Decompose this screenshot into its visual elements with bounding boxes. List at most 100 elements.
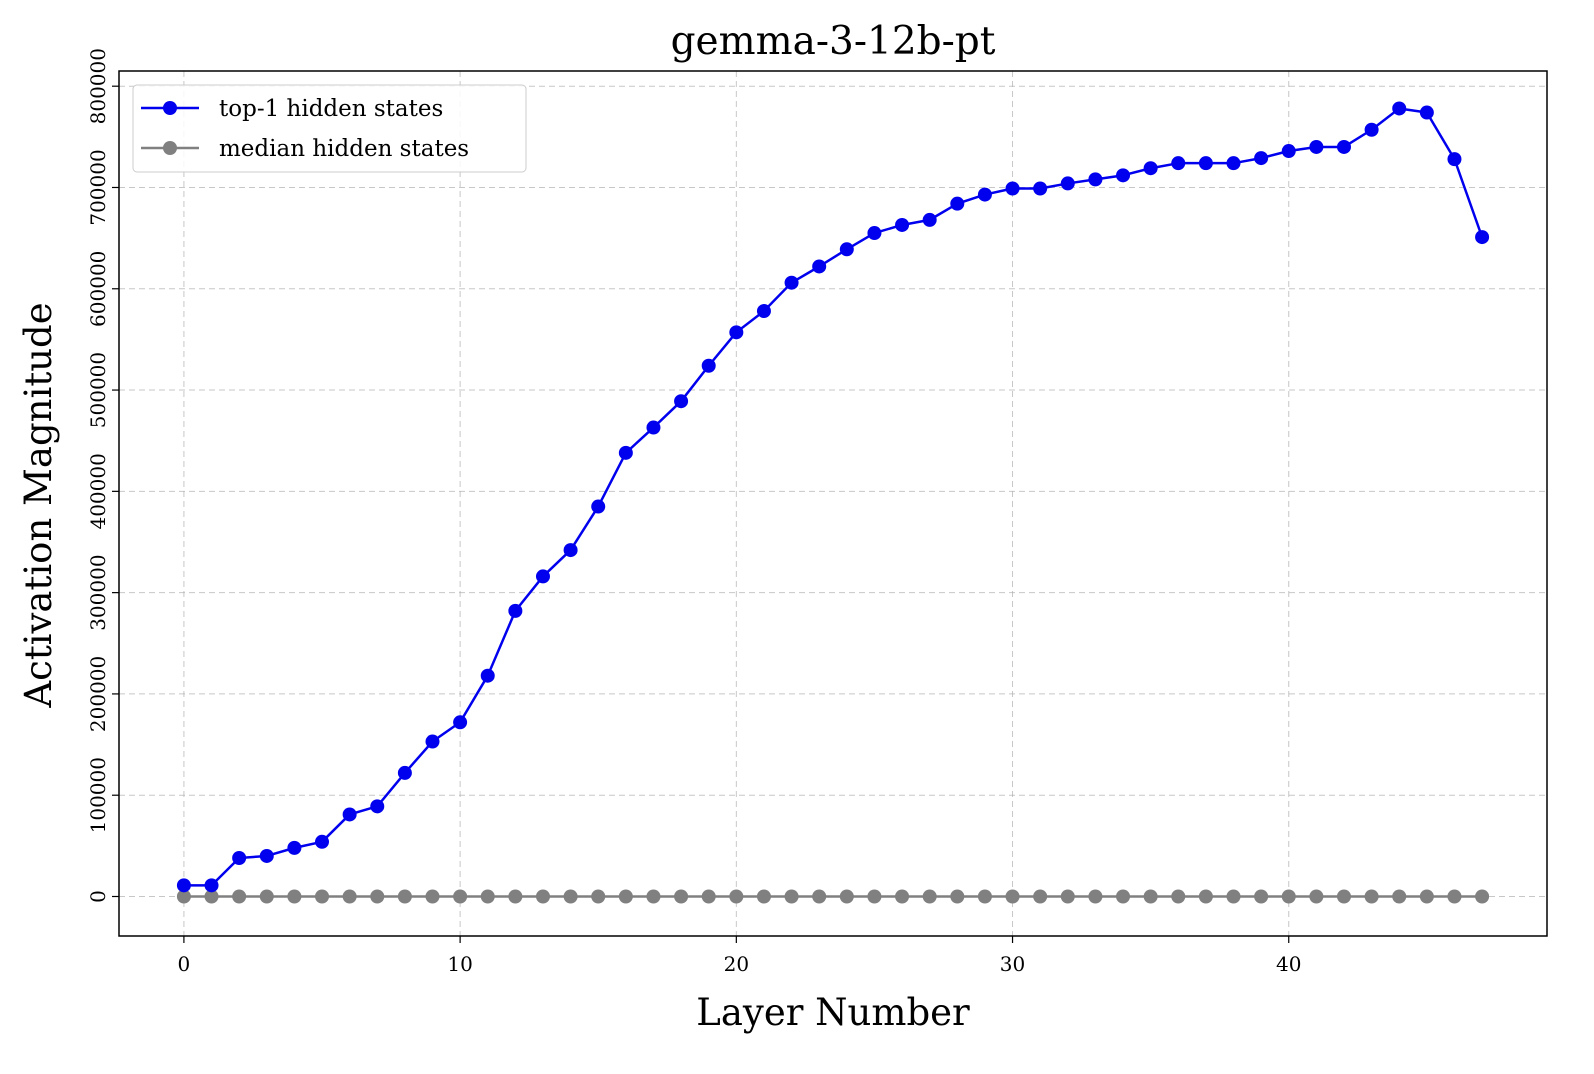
data-point bbox=[1281, 144, 1296, 159]
y-tick-label: 700000 bbox=[86, 149, 110, 225]
data-point bbox=[453, 715, 468, 730]
data-point bbox=[259, 848, 274, 863]
data-point bbox=[1171, 156, 1186, 171]
data-point bbox=[425, 734, 440, 749]
data-point bbox=[535, 569, 550, 584]
data-point bbox=[812, 259, 827, 274]
x-tick-label: 40 bbox=[1276, 952, 1301, 976]
data-point bbox=[756, 889, 771, 904]
legend-label-top1: top-1 hidden states bbox=[219, 96, 443, 122]
data-point bbox=[674, 394, 689, 409]
data-point bbox=[977, 889, 992, 904]
legend-label-median: median hidden states bbox=[219, 136, 469, 162]
data-point bbox=[1475, 889, 1490, 904]
data-point bbox=[315, 889, 330, 904]
data-point bbox=[591, 889, 606, 904]
data-point bbox=[287, 889, 302, 904]
data-point bbox=[1060, 889, 1075, 904]
data-point bbox=[480, 889, 495, 904]
data-point bbox=[232, 851, 247, 866]
data-point bbox=[1171, 889, 1186, 904]
data-point bbox=[839, 889, 854, 904]
data-point bbox=[812, 889, 827, 904]
data-point bbox=[1392, 101, 1407, 116]
y-tick-label: 100000 bbox=[86, 757, 110, 833]
data-point bbox=[729, 325, 744, 340]
data-point bbox=[591, 499, 606, 514]
data-point bbox=[1116, 168, 1131, 183]
data-point bbox=[176, 878, 191, 893]
data-point bbox=[1475, 230, 1490, 245]
data-point bbox=[839, 242, 854, 257]
data-point bbox=[1143, 889, 1158, 904]
grid bbox=[119, 71, 1547, 936]
data-point bbox=[1364, 122, 1379, 137]
data-point bbox=[1005, 889, 1020, 904]
y-tick-label: 600000 bbox=[86, 251, 110, 327]
series-1 bbox=[176, 889, 1490, 904]
data-point bbox=[784, 275, 799, 290]
x-tick-label: 20 bbox=[724, 952, 749, 976]
data-point bbox=[259, 889, 274, 904]
data-point bbox=[370, 889, 385, 904]
plot-frame bbox=[118, 70, 1548, 937]
x-tick-label: 0 bbox=[178, 952, 191, 976]
data-point bbox=[1447, 152, 1462, 167]
data-point bbox=[618, 445, 633, 460]
data-point bbox=[1254, 889, 1269, 904]
data-point bbox=[1226, 156, 1241, 171]
data-point bbox=[701, 358, 716, 373]
data-point bbox=[535, 889, 550, 904]
data-point bbox=[646, 889, 661, 904]
data-point bbox=[1198, 889, 1213, 904]
data-point bbox=[397, 765, 412, 780]
data-point bbox=[1226, 889, 1241, 904]
y-tick-label: 800000 bbox=[86, 48, 110, 124]
data-point bbox=[784, 889, 799, 904]
data-point bbox=[342, 807, 357, 822]
data-point bbox=[1281, 889, 1296, 904]
data-point bbox=[1336, 889, 1351, 904]
data-point bbox=[977, 187, 992, 202]
data-point bbox=[425, 889, 440, 904]
data-point bbox=[701, 889, 716, 904]
data-point bbox=[646, 420, 661, 435]
data-point bbox=[1198, 156, 1213, 171]
data-point bbox=[508, 603, 523, 618]
data-point bbox=[1336, 139, 1351, 154]
data-point bbox=[204, 889, 219, 904]
y-tick-label: 500000 bbox=[86, 352, 110, 428]
x-tick-label: 10 bbox=[447, 952, 472, 976]
data-point bbox=[563, 543, 578, 558]
data-point bbox=[674, 889, 689, 904]
legend-box bbox=[132, 84, 527, 173]
data-point bbox=[1033, 889, 1048, 904]
y-tick-label: 200000 bbox=[86, 656, 110, 732]
data-point bbox=[204, 878, 219, 893]
data-point bbox=[1143, 161, 1158, 176]
data-point bbox=[1309, 889, 1324, 904]
data-point bbox=[1033, 181, 1048, 196]
data-point bbox=[922, 212, 937, 227]
data-point bbox=[1419, 105, 1434, 120]
data-point bbox=[1005, 181, 1020, 196]
data-point bbox=[895, 217, 910, 232]
legend-marker-top1 bbox=[163, 101, 177, 115]
y-tick-label: 0 bbox=[86, 890, 110, 903]
data-point bbox=[618, 889, 633, 904]
data-point bbox=[287, 840, 302, 855]
data-point bbox=[315, 834, 330, 849]
legend-marker-median bbox=[163, 141, 177, 155]
data-point bbox=[1309, 139, 1324, 154]
data-point bbox=[397, 889, 412, 904]
x-tick-label: 30 bbox=[1000, 952, 1025, 976]
data-point bbox=[867, 889, 882, 904]
data-point bbox=[176, 889, 191, 904]
data-point bbox=[729, 889, 744, 904]
data-point bbox=[1419, 889, 1434, 904]
data-point bbox=[1060, 176, 1075, 191]
series-0 bbox=[176, 101, 1490, 893]
y-tick-label: 300000 bbox=[86, 554, 110, 630]
data-point bbox=[922, 889, 937, 904]
data-point bbox=[563, 889, 578, 904]
